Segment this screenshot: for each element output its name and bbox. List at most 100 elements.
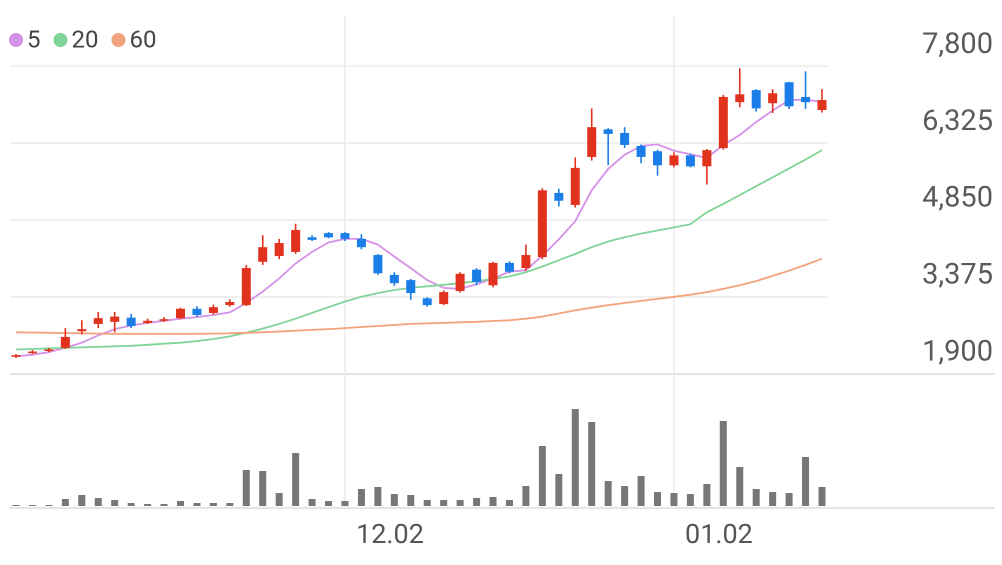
candle-body (126, 317, 136, 326)
volume-bar (111, 500, 119, 506)
volume-bar (752, 489, 760, 506)
candle-body (817, 100, 827, 110)
moving-average-line (15, 98, 823, 358)
volume-bar (127, 503, 135, 506)
legend-label: 5 (27, 25, 41, 53)
volume-bar (637, 476, 645, 506)
candle-body (587, 127, 597, 157)
volume-bar (45, 505, 53, 506)
candle-body (472, 269, 482, 283)
volume-bar (423, 500, 431, 506)
candle-body (439, 292, 449, 305)
volume-bar (538, 446, 546, 506)
volume-bar (604, 481, 612, 506)
candle-body (208, 307, 218, 313)
legend-marker (9, 33, 23, 47)
candle-body (488, 262, 498, 286)
volume-bar (226, 503, 234, 506)
volume-bar (275, 493, 283, 506)
volume-bar (28, 505, 36, 506)
candle-body (307, 237, 317, 240)
candle-body (422, 298, 432, 306)
volume-bar (473, 498, 481, 506)
candle-body (225, 301, 235, 306)
volume-bar (12, 505, 20, 506)
x-tick-label: 12.02 (356, 518, 424, 550)
candle-body (77, 329, 87, 332)
legend-label: 60 (129, 25, 156, 53)
candle-body (537, 190, 547, 258)
y-tick-label: 7,800 (922, 27, 993, 61)
candle-body (60, 336, 70, 348)
volume-bar (61, 499, 69, 506)
y-tick-label: 4,850 (922, 181, 993, 215)
volume-bar (209, 503, 217, 506)
volume-bar (654, 492, 662, 506)
volume-bar (78, 495, 86, 506)
volume-bar (308, 499, 316, 506)
volume-bar (703, 484, 711, 506)
y-tick-label: 1,900 (922, 335, 993, 369)
candle-body (93, 318, 103, 324)
volume-bar (571, 409, 579, 506)
volume-bar (341, 501, 349, 506)
candle-body (324, 233, 334, 238)
volume-bar (456, 500, 464, 506)
y-tick-label: 3,375 (922, 258, 993, 292)
volume-bar (769, 492, 777, 506)
volume-bar (144, 504, 152, 506)
moving-average-line (15, 149, 823, 351)
candle-body (504, 262, 514, 272)
volume-bar (357, 489, 365, 506)
candle-body (702, 150, 712, 167)
x-tick-label: 01.02 (685, 518, 753, 550)
candle-body (554, 192, 564, 201)
candle-body (27, 351, 37, 354)
legend-label: 20 (72, 25, 99, 53)
candle-body (159, 319, 169, 321)
candle-body (44, 349, 54, 352)
candle-body (192, 308, 202, 316)
candle-body (389, 274, 399, 284)
volume-bar (489, 497, 497, 506)
candle-body (768, 93, 778, 104)
candle-body (718, 96, 728, 149)
candle-body (455, 273, 465, 292)
volume-bar (555, 474, 563, 506)
candle-body (175, 308, 185, 319)
y-tick-label: 6,325 (922, 104, 993, 138)
candle-body (11, 355, 21, 357)
legend-marker (53, 33, 68, 47)
candle-body (801, 96, 811, 103)
candle-body (685, 155, 695, 167)
volume-bar (719, 421, 727, 506)
candle-body (669, 155, 679, 166)
volume-bar (736, 467, 744, 506)
candle-body (521, 255, 531, 269)
volume-bar (390, 494, 398, 506)
candle-body (784, 82, 794, 107)
candle-body (636, 145, 646, 157)
volume-bar (94, 498, 102, 506)
volume-bar (588, 422, 596, 506)
candle-body (274, 243, 284, 257)
candle-body (570, 167, 580, 205)
volume-bar (686, 494, 694, 506)
volume-bar (325, 501, 333, 506)
moving-average-line (15, 257, 823, 335)
volume-bar (160, 504, 168, 506)
volume-bar (802, 457, 810, 506)
candle-body (751, 90, 761, 109)
candle-body (653, 151, 663, 166)
volume-bar (785, 493, 793, 506)
volume-bar (292, 453, 300, 506)
candle-body (406, 280, 416, 294)
volume-bar (193, 503, 201, 506)
volume-bar (407, 495, 415, 506)
candle-body (291, 229, 301, 252)
volume-bar (374, 487, 382, 506)
volume-bar (176, 501, 184, 506)
candle-body (620, 132, 630, 145)
volume-bar (440, 500, 448, 506)
